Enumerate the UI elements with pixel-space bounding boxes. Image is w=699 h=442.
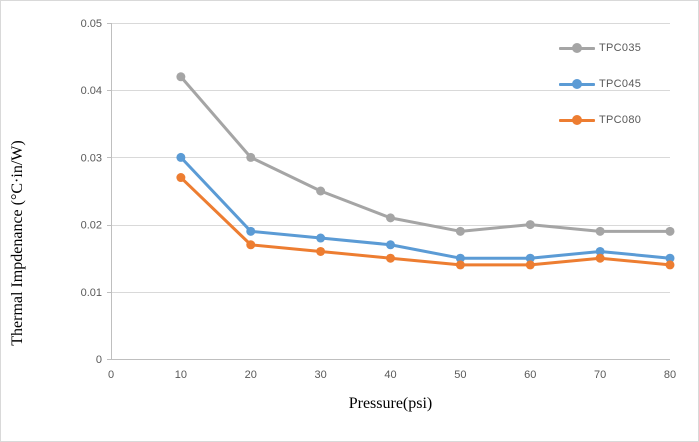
svg-text:0: 0 bbox=[96, 354, 102, 366]
svg-text:0.03: 0.03 bbox=[81, 152, 102, 164]
svg-text:0.04: 0.04 bbox=[81, 85, 102, 97]
svg-text:10: 10 bbox=[175, 369, 187, 381]
svg-text:70: 70 bbox=[594, 369, 606, 381]
svg-text:80: 80 bbox=[664, 369, 676, 381]
legend-item-tpc045: TPC045 bbox=[559, 78, 641, 90]
legend-label: TPC080 bbox=[599, 114, 642, 126]
legend: TPC035 TPC045 TPC080 bbox=[559, 42, 641, 126]
series-marker-icon bbox=[559, 42, 595, 54]
legend-label: TPC045 bbox=[599, 78, 642, 90]
series-marker-icon bbox=[559, 114, 595, 126]
svg-text:0: 0 bbox=[108, 369, 114, 381]
x-axis-title: Pressure(psi) bbox=[348, 395, 433, 412]
legend-label: TPC035 bbox=[599, 42, 642, 54]
svg-text:0.01: 0.01 bbox=[81, 287, 102, 299]
svg-text:60: 60 bbox=[524, 369, 536, 381]
svg-text:20: 20 bbox=[245, 369, 257, 381]
svg-text:0.05: 0.05 bbox=[81, 18, 102, 30]
legend-item-tpc080: TPC080 bbox=[559, 114, 641, 126]
y-axis-title: Thermal Impdenance (°C·in/W) bbox=[9, 140, 26, 346]
svg-text:50: 50 bbox=[454, 369, 466, 381]
svg-text:0.02: 0.02 bbox=[81, 220, 102, 232]
svg-text:40: 40 bbox=[384, 369, 396, 381]
svg-text:30: 30 bbox=[315, 369, 327, 381]
legend-item-tpc035: TPC035 bbox=[559, 42, 641, 54]
series-marker-icon bbox=[559, 78, 595, 90]
